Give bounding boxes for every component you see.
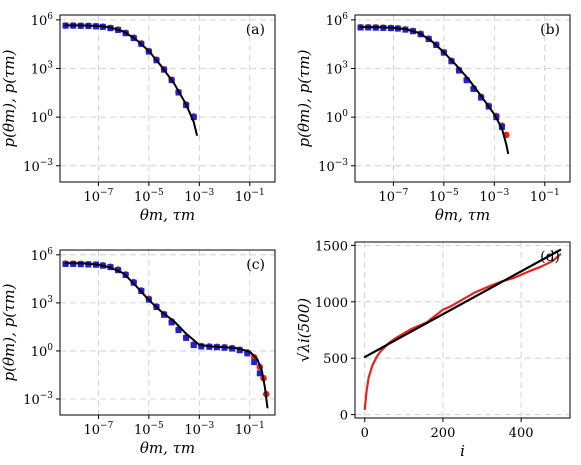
x-tick-label: 0 (361, 426, 369, 441)
y-tick-label: 1500 (315, 239, 348, 254)
panel-label: (c) (246, 257, 265, 273)
axes-frame (354, 241, 571, 419)
x-tick-label: 10−3 (479, 188, 509, 205)
panel-2: 10−7 10−5 10−3 10−1 106 103 100 10−3 (b) θm, τm p(… (295, 12, 571, 224)
y-tick-label: 103 (326, 61, 349, 78)
data-point (183, 334, 190, 341)
x-axis-label: θm, τm (435, 206, 490, 224)
y-tick-label: 106 (326, 12, 349, 29)
y-tick-label: 500 (323, 352, 348, 367)
panel-label: (b) (540, 22, 560, 38)
y-axis-label: p(θm), p(τm) (0, 283, 18, 381)
x-tick-label: 10−1 (235, 421, 265, 438)
x-tick-label: 10−5 (134, 188, 164, 205)
red-circle-series (62, 22, 198, 120)
x-tick-label: 10−7 (84, 188, 114, 205)
blue-square-series (62, 260, 263, 377)
fit-line (64, 24, 198, 136)
panel-3: 10−7 10−5 10−3 10−1 106 103 100 10−3 (c) θm, τm p(… (0, 247, 276, 457)
y-tick-label: 106 (31, 12, 54, 29)
x-tick-label: 10−5 (429, 188, 459, 205)
x-tick-label: 10−7 (84, 421, 114, 438)
y-tick-label: 0 (340, 409, 348, 424)
data-point (244, 350, 251, 357)
series-group (357, 23, 510, 155)
x-tick-label: 10−3 (184, 421, 214, 438)
panel-4: 0 200 400 0 500 1000 1500 (d) i √λi(500) (295, 239, 571, 460)
y-tick-label: 10−3 (318, 158, 348, 175)
gridlines (355, 242, 570, 418)
x-tick-label: 10−5 (134, 421, 164, 438)
red-circle-series (357, 23, 510, 139)
data-point (236, 347, 243, 354)
data-point (198, 343, 205, 350)
x-tick-label: 10−7 (379, 188, 409, 205)
axes-frame (354, 14, 571, 183)
y-tick-label: 106 (31, 247, 54, 264)
y-tick-label: 1000 (315, 296, 348, 311)
series-group (62, 260, 270, 409)
data-point (175, 327, 182, 334)
fit-line (363, 248, 562, 359)
blue-square-series (62, 22, 197, 121)
x-axis-label: θm, τm (140, 206, 195, 224)
panel-label: (a) (246, 22, 265, 38)
y-axis-label: √λi(500) (295, 298, 313, 362)
x-tick-label: 400 (509, 426, 534, 441)
gridlines (60, 250, 275, 415)
y-tick-label: 10−3 (23, 158, 53, 175)
red-circle-series (62, 260, 270, 398)
fit-line (359, 26, 510, 155)
y-tick-label: 100 (326, 109, 349, 126)
data-point (168, 319, 175, 326)
x-tick-label: 10−1 (530, 188, 560, 205)
data-point (256, 370, 263, 377)
x-axis-label: i (460, 442, 465, 460)
x-axis-label: θm, τm (140, 439, 195, 457)
y-tick-label: 103 (31, 295, 54, 312)
y-tick-label: 10−3 (23, 391, 53, 408)
y-tick-label: 100 (31, 109, 54, 126)
data-point (470, 85, 477, 92)
gridlines (355, 15, 570, 182)
axes-frame (59, 14, 276, 183)
y-axis-label: p(θm), p(τm) (295, 49, 313, 147)
x-tick-label: 200 (431, 426, 456, 441)
data-point (463, 77, 470, 84)
data-point (251, 359, 258, 366)
y-tick-label: 100 (31, 343, 54, 360)
panel-1: 10−7 10−5 10−3 10−1 106 103 100 10−3 (a) θm, τm p(… (0, 12, 276, 224)
y-tick-label: 103 (31, 61, 54, 78)
y-axis-label: p(θm), p(τm) (0, 49, 18, 147)
fit-line (64, 262, 269, 409)
series-group (363, 248, 562, 411)
axes-frame (59, 249, 276, 416)
data-point (190, 114, 197, 121)
x-tick-label: 10−3 (184, 188, 214, 205)
data-line (363, 253, 562, 411)
data-point (456, 67, 463, 74)
x-tick-label: 10−1 (235, 188, 265, 205)
gridlines (60, 15, 275, 182)
data-point (190, 342, 197, 349)
series-group (62, 22, 198, 136)
panel-label: (d) (540, 249, 560, 265)
